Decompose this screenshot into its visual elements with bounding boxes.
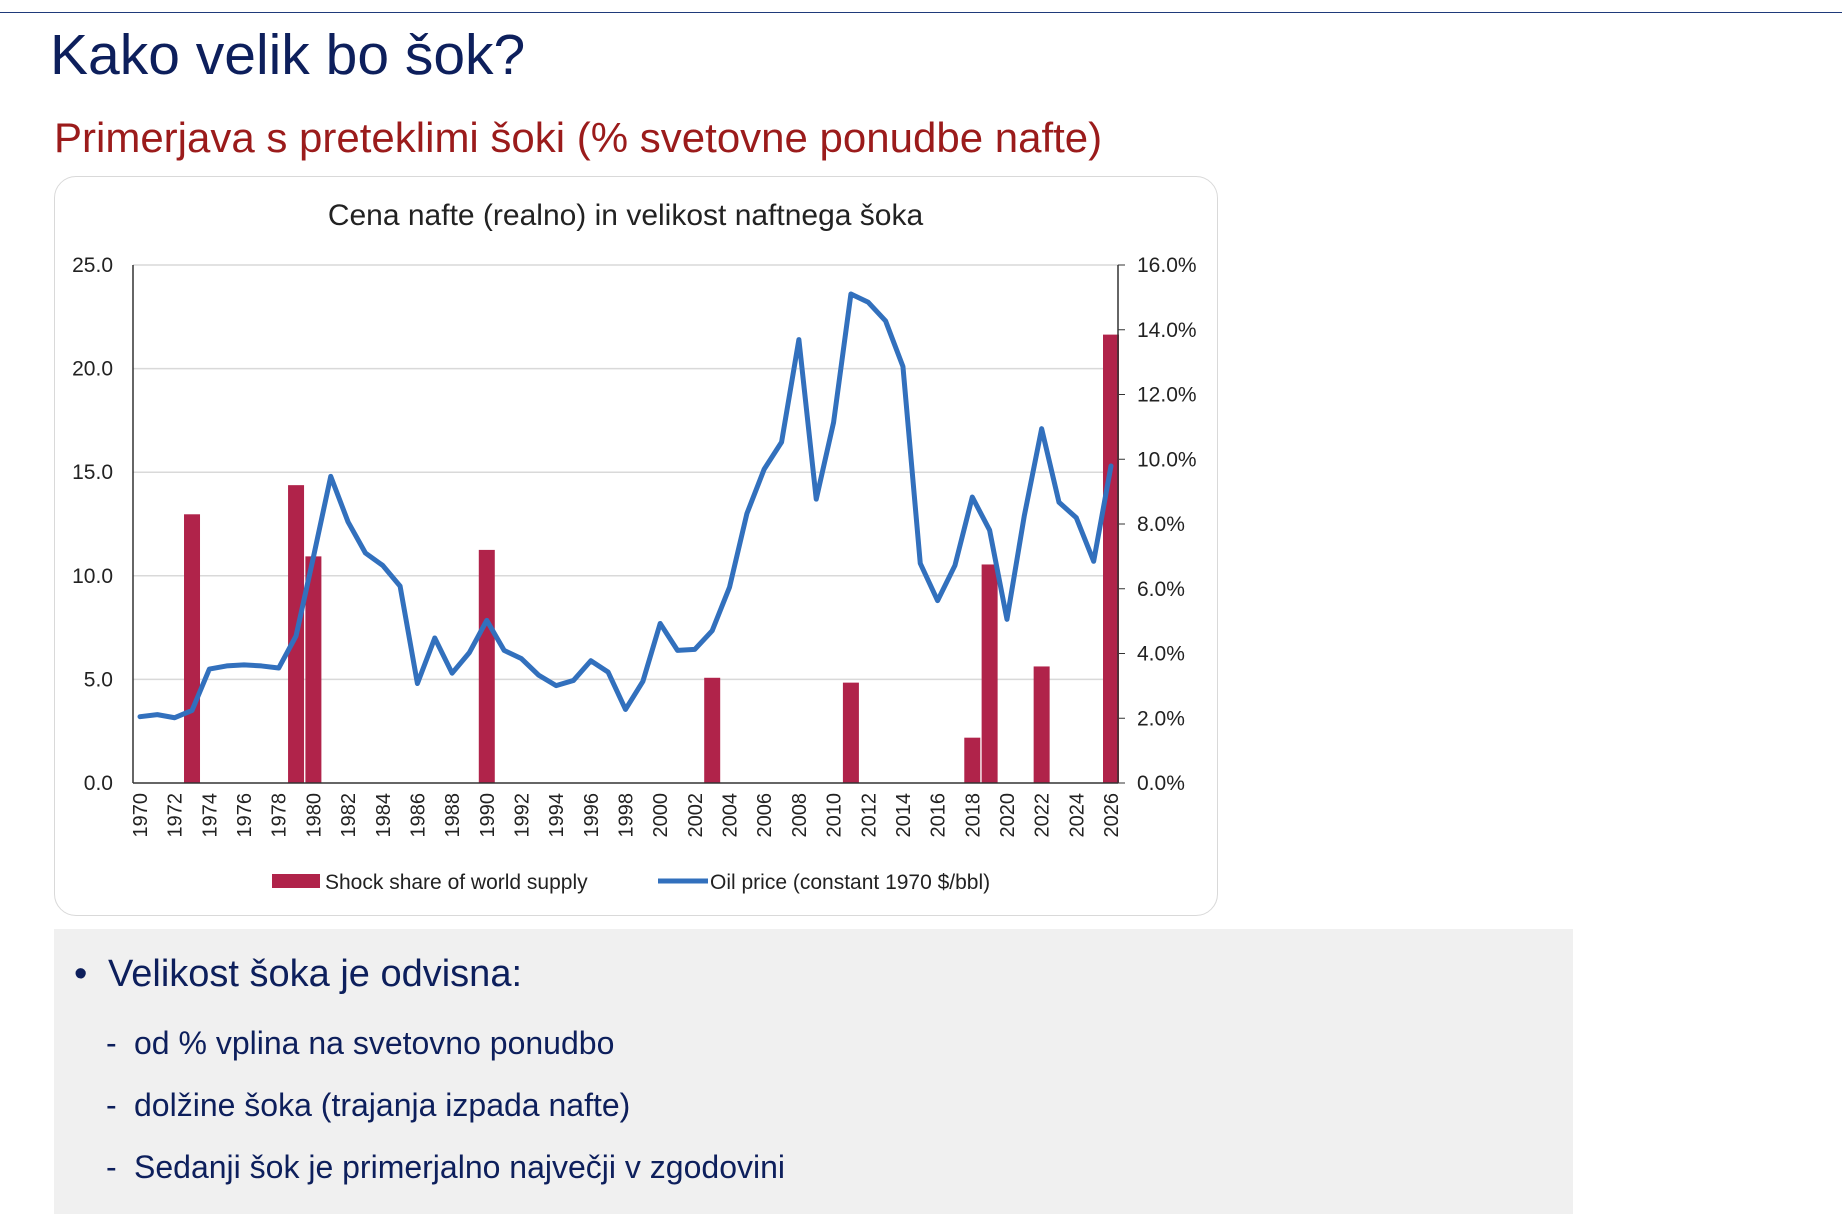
bullet-sub-text: Sedanji šok je primerjalno največji v zg… bbox=[134, 1149, 785, 1185]
legend-label: Oil price (constant 1970 $/bbl) bbox=[710, 871, 990, 894]
shock-bar bbox=[184, 514, 201, 783]
x-axis-tick-label: 1974 bbox=[199, 793, 221, 838]
left-axis-tick-label: 20.0 bbox=[72, 358, 113, 381]
shock-bar bbox=[305, 556, 322, 783]
bullet-sub-item: - Sedanji šok je primerjalno največji v z… bbox=[106, 1149, 785, 1185]
bullet-main-text: Velikost šoka je odvisna: bbox=[108, 953, 523, 995]
bullet-sub-text: dolžine šoka (trajanja izpada nafte) bbox=[134, 1087, 631, 1123]
x-axis-tick-label: 1976 bbox=[234, 793, 256, 838]
right-axis-tick-label: 16.0% bbox=[1137, 254, 1197, 277]
right-axis-tick-label: 14.0% bbox=[1137, 319, 1197, 342]
left-axis-tick-label: 5.0 bbox=[84, 668, 113, 691]
x-axis-tick-label: 1998 bbox=[616, 793, 638, 838]
x-axis-tick-label: 2016 bbox=[928, 793, 950, 838]
left-axis-tick-label: 15.0 bbox=[72, 461, 113, 484]
x-axis-tick-label: 2012 bbox=[858, 793, 880, 838]
x-axis-tick-label: 1986 bbox=[407, 793, 429, 838]
x-axis-tick-label: 2020 bbox=[997, 793, 1019, 838]
x-axis-tick-label: 1972 bbox=[165, 793, 187, 838]
oil-price-line bbox=[137, 291, 1114, 721]
left-axis-tick-label: 0.0 bbox=[84, 772, 113, 795]
x-axis-tick-label: 2026 bbox=[1101, 793, 1123, 838]
shock-bar bbox=[1033, 666, 1050, 783]
right-axis-tick-label: 2.0% bbox=[1137, 707, 1185, 730]
x-axis-tick-label: 1978 bbox=[269, 793, 291, 838]
x-axis-tick-label: 2024 bbox=[1066, 793, 1088, 838]
left-axis-tick-label: 25.0 bbox=[72, 254, 113, 277]
shock-bar bbox=[1103, 334, 1119, 783]
shock-bar bbox=[842, 682, 859, 783]
x-axis-tick-label: 1982 bbox=[338, 793, 360, 838]
slide-subtitle: Primerjava s preteklimi šoki (% svetovne… bbox=[54, 114, 1103, 161]
bullet-sub-text: od % vplina na svetovno ponudbo bbox=[134, 1025, 615, 1061]
x-axis-tick-label: 1988 bbox=[442, 793, 464, 838]
top-rule bbox=[0, 12, 1842, 13]
shock-bar bbox=[964, 737, 981, 783]
x-axis-tick-label: 2022 bbox=[1032, 793, 1054, 838]
bullet-panel: • Velikost šoka je odvisna: - od % vplina … bbox=[54, 929, 1573, 1214]
bullet-sub-item: - od % vplina na svetovno ponudbo bbox=[106, 1025, 615, 1061]
chart-title: Cena nafte (realno) in velikost naftnega… bbox=[328, 199, 924, 232]
x-axis-tick-label: 1996 bbox=[581, 793, 603, 838]
right-axis-tick-label: 6.0% bbox=[1137, 578, 1185, 601]
x-axis-tick-label: 2004 bbox=[720, 793, 742, 838]
x-axis-tick-label: 1994 bbox=[546, 793, 568, 838]
legend-label: Shock share of world supply bbox=[325, 871, 588, 894]
x-axis-tick-label: 1990 bbox=[477, 793, 499, 838]
right-axis-tick-label: 0.0% bbox=[1137, 772, 1185, 795]
chart-panel bbox=[54, 176, 1218, 916]
right-axis-tick-label: 10.0% bbox=[1137, 448, 1197, 471]
x-axis-tick-label: 2014 bbox=[893, 793, 915, 838]
x-axis-tick-label: 2002 bbox=[685, 793, 707, 838]
right-axis-tick-label: 4.0% bbox=[1137, 643, 1185, 666]
shock-bar bbox=[478, 549, 495, 783]
right-axis-tick-label: 8.0% bbox=[1137, 513, 1185, 536]
bullet-sub-item: - dolžine šoka (trajanja izpada nafte) bbox=[106, 1087, 631, 1123]
x-axis-tick-label: 1980 bbox=[303, 793, 325, 838]
left-axis-tick-label: 10.0 bbox=[72, 565, 113, 588]
slide-title: Kako velik bo šok? bbox=[50, 23, 526, 87]
shock-bar bbox=[981, 564, 998, 783]
x-axis-tick-label: 1992 bbox=[511, 793, 533, 838]
shock-bar bbox=[704, 677, 721, 783]
x-axis-tick-label: 2000 bbox=[650, 793, 672, 838]
x-axis-tick-label: 2010 bbox=[824, 793, 846, 838]
x-axis-tick-label: 2006 bbox=[754, 793, 776, 838]
x-axis-tick-label: 1970 bbox=[130, 793, 152, 838]
x-axis-tick-label: 1984 bbox=[373, 793, 395, 838]
x-axis-tick-label: 2018 bbox=[962, 793, 984, 838]
right-axis-tick-label: 12.0% bbox=[1137, 384, 1197, 407]
bullet-main: • Velikost šoka je odvisna: bbox=[74, 953, 523, 995]
x-axis-tick-label: 2008 bbox=[789, 793, 811, 838]
legend-bar-swatch bbox=[272, 874, 320, 888]
